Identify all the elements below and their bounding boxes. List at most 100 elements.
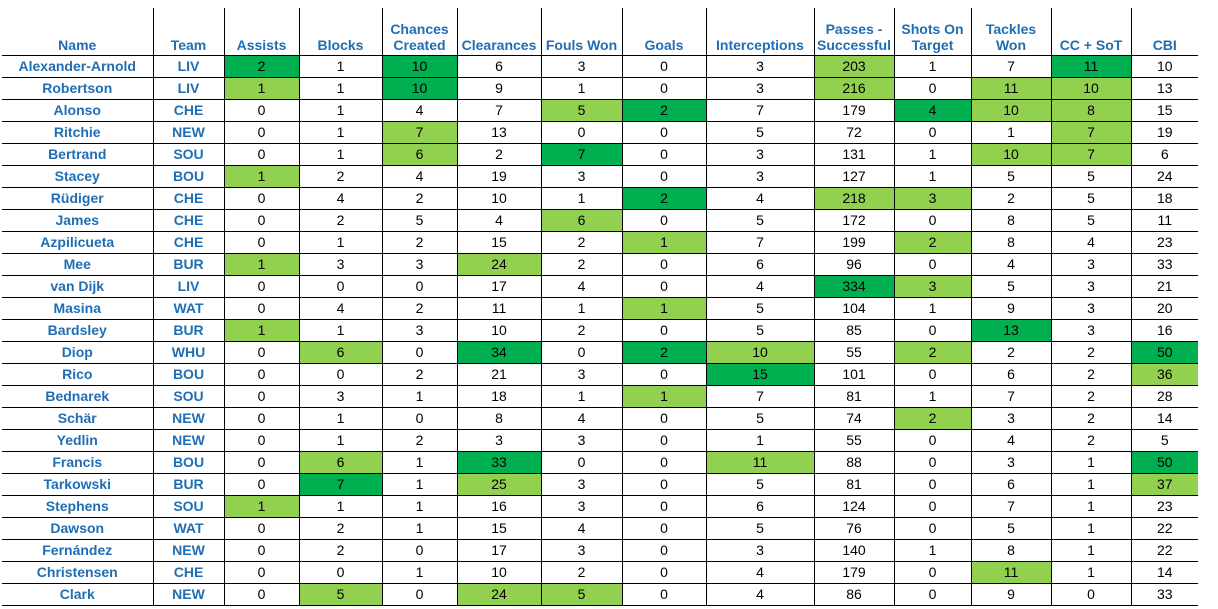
cell-assists: 2 [224,55,300,78]
cell-name: Masina [2,297,154,320]
cell-interceptions: 10 [706,341,815,364]
cell-shots-on-target: 1 [894,385,972,408]
cell-goals: 0 [622,165,707,188]
cell-name: Rico [2,363,154,386]
cell-cbi: 28 [1131,385,1198,408]
cell-fouls-won: 4 [541,407,623,430]
cell-chances-created: 1 [382,385,458,408]
cell-interceptions: 6 [706,495,815,518]
cell-tackles-won: 9 [971,297,1052,320]
cell-chances-created: 0 [382,407,458,430]
cell-name: Dawson [2,517,154,540]
cell-passes-successful: 88 [814,451,895,474]
cell-shots-on-target: 0 [894,363,972,386]
cell-name: Francis [2,451,154,474]
cell-tackles-won: 7 [971,55,1052,78]
cell-fouls-won: 5 [541,583,623,606]
cell-assists: 0 [224,231,300,254]
cell-passes-successful: 140 [814,539,895,562]
cell-shots-on-target: 0 [894,451,972,474]
cell-blocks: 4 [299,297,383,320]
column-header-tackles-won: Tackles Won [971,8,1052,56]
cell-cbi: 22 [1131,539,1198,562]
cell-tackles-won: 11 [971,77,1052,100]
cell-chances-created: 10 [382,55,458,78]
cell-clearances: 15 [457,517,542,540]
cell-cbi: 15 [1131,99,1198,122]
table-row: Rico BOU 0 0 2 21 3 0 15 101 0 6 2 36 [2,363,1198,386]
cell-goals: 0 [622,495,707,518]
cell-cc-sot: 2 [1051,407,1132,430]
cell-name: Diop [2,341,154,364]
cell-fouls-won: 1 [541,77,623,100]
cell-cbi: 14 [1131,561,1198,584]
cell-cc-sot: 7 [1051,121,1132,144]
cell-tackles-won: 9 [971,583,1052,606]
cell-clearances: 24 [457,253,542,276]
cell-goals: 2 [622,341,707,364]
cell-tackles-won: 8 [971,209,1052,232]
cell-fouls-won: 0 [541,341,623,364]
cell-chances-created: 2 [382,297,458,320]
cell-team: LIV [153,275,225,298]
cell-blocks: 1 [299,495,383,518]
cell-interceptions: 3 [706,165,815,188]
cell-goals: 0 [622,319,707,342]
cell-goals: 2 [622,187,707,210]
cell-blocks: 1 [299,55,383,78]
column-header-team: Team [153,8,225,56]
cell-tackles-won: 11 [971,561,1052,584]
cell-clearances: 4 [457,209,542,232]
cell-assists: 1 [224,165,300,188]
cell-fouls-won: 3 [541,473,623,496]
table-row: Schär NEW 0 1 0 8 4 0 5 74 2 3 2 14 [2,407,1198,430]
cell-assists: 0 [224,407,300,430]
cell-tackles-won: 3 [971,451,1052,474]
cell-passes-successful: 55 [814,429,895,452]
cell-goals: 0 [622,275,707,298]
cell-assists: 0 [224,473,300,496]
cell-clearances: 19 [457,165,542,188]
cell-clearances: 9 [457,77,542,100]
cell-goals: 0 [622,209,707,232]
cell-cbi: 16 [1131,319,1198,342]
cell-chances-created: 1 [382,517,458,540]
cell-passes-successful: 131 [814,143,895,166]
cell-fouls-won: 1 [541,385,623,408]
cell-team: SOU [153,143,225,166]
table-row: Stephens SOU 1 1 1 16 3 0 6 124 0 7 1 23 [2,495,1198,518]
cell-fouls-won: 5 [541,99,623,122]
cell-cc-sot: 1 [1051,561,1132,584]
cell-cbi: 22 [1131,517,1198,540]
cell-cbi: 50 [1131,451,1198,474]
cell-passes-successful: 179 [814,561,895,584]
cell-blocks: 2 [299,209,383,232]
cell-cc-sot: 3 [1051,275,1132,298]
column-header-fouls-won: Fouls Won [541,8,623,56]
cell-passes-successful: 124 [814,495,895,518]
cell-interceptions: 1 [706,429,815,452]
cell-interceptions: 3 [706,55,815,78]
cell-team: SOU [153,385,225,408]
cell-team: BUR [153,253,225,276]
cell-tackles-won: 3 [971,407,1052,430]
cell-fouls-won: 2 [541,319,623,342]
column-header-goals: Goals [622,8,707,56]
cell-interceptions: 4 [706,187,815,210]
cell-clearances: 10 [457,561,542,584]
cell-cbi: 19 [1131,121,1198,144]
table-row: James CHE 0 2 5 4 6 0 5 172 0 8 5 11 [2,209,1198,232]
cell-assists: 1 [224,253,300,276]
cell-interceptions: 7 [706,231,815,254]
cell-goals: 0 [622,121,707,144]
cell-cbi: 50 [1131,341,1198,364]
cell-cc-sot: 2 [1051,363,1132,386]
cell-goals: 0 [622,583,707,606]
cell-chances-created: 2 [382,187,458,210]
cell-team: LIV [153,77,225,100]
stats-table-container: Name Team Assists Blocks Chances Created Clea… [2,8,1198,606]
cell-cc-sot: 4 [1051,231,1132,254]
cell-assists: 0 [224,561,300,584]
cell-cc-sot: 2 [1051,385,1132,408]
cell-interceptions: 5 [706,473,815,496]
